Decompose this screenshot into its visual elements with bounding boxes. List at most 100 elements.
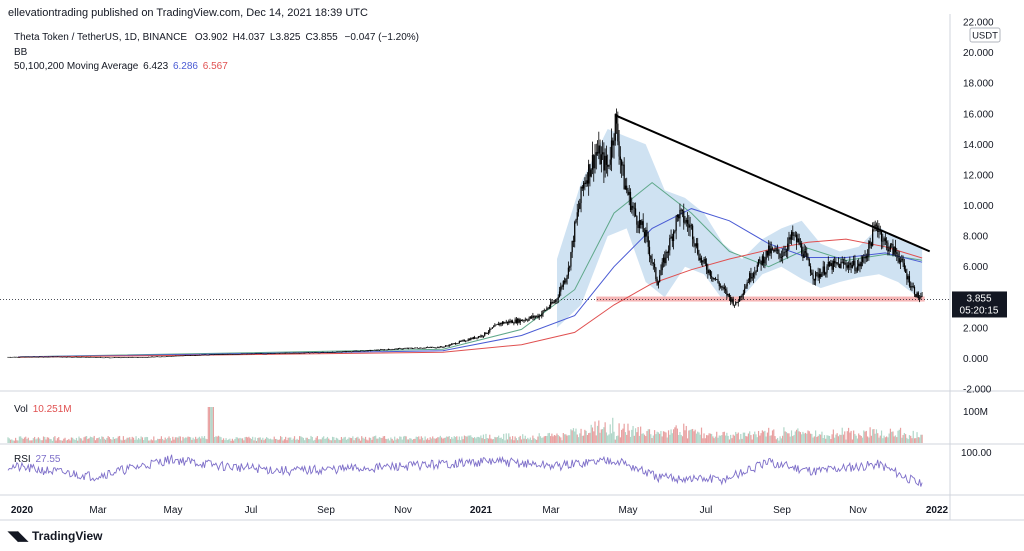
candle-body [594, 155, 596, 169]
volume-bar [586, 435, 588, 443]
volume-bar [291, 439, 293, 443]
candle-body [347, 351, 349, 352]
candle-body [137, 357, 140, 358]
candle-body [157, 356, 159, 358]
candle-body [293, 352, 296, 354]
candle-body [607, 164, 609, 167]
candle-body [113, 357, 116, 358]
volume-bar [253, 440, 255, 443]
volume-bar [721, 435, 723, 443]
legend-rsi-row[interactable]: RSI 27.55 [14, 454, 62, 465]
volume-bar [173, 439, 175, 443]
candle-body [825, 272, 827, 275]
publisher-line: ellevationtrading published on TradingVi… [8, 7, 368, 19]
volume-bar [822, 437, 824, 443]
candle-body [519, 319, 521, 323]
candle-body [50, 356, 52, 358]
volume-bar [875, 429, 878, 443]
volume-bar [79, 438, 81, 443]
y-tick-label: 6.000 [963, 262, 988, 273]
candle-body [416, 347, 419, 349]
legend-ma-row[interactable]: 50,100,200 Moving Average 6.423 6.286 6.… [14, 61, 230, 72]
candle-body [165, 356, 168, 357]
volume-bar [182, 436, 184, 443]
volume-bar [518, 437, 520, 443]
candle-body [427, 347, 429, 348]
volume-bar [335, 437, 337, 443]
candle-body [272, 353, 274, 355]
volume-bar [36, 438, 38, 443]
volume-bar [579, 433, 581, 443]
candle-body [604, 155, 606, 171]
candle-body [392, 349, 395, 350]
candle-body [169, 356, 171, 357]
candle-body [735, 302, 737, 305]
candle-body [716, 279, 718, 280]
candle-body [311, 352, 313, 354]
volume-bar [600, 429, 602, 443]
volume-bar [333, 437, 335, 443]
candle-body [108, 357, 111, 359]
candle-body [787, 243, 789, 251]
candle-body [449, 344, 452, 346]
candle-body [609, 159, 611, 165]
volume-bar [349, 437, 351, 443]
candle-body [127, 357, 130, 358]
volume-bar [44, 436, 46, 443]
candle-body [21, 356, 23, 358]
candle-body [562, 281, 564, 287]
volume-bar [473, 437, 476, 443]
candle-body [382, 349, 384, 351]
volume-bar [25, 436, 27, 443]
volume-bar [245, 436, 247, 443]
volume-bar [226, 440, 228, 443]
volume-bar [670, 429, 672, 443]
volume-bar [560, 437, 562, 443]
candle-body [541, 313, 543, 317]
candle-body [569, 266, 571, 268]
volume-bar [438, 437, 440, 443]
volume-bar [105, 439, 107, 443]
legend-ma200-value: 6.567 [202, 61, 228, 72]
candle-body [584, 182, 586, 185]
volume-bar [188, 436, 190, 443]
candle-body [387, 349, 389, 351]
volume-bar [731, 438, 733, 443]
candle-body [248, 353, 250, 355]
volume-bar [887, 437, 889, 443]
volume-bar [883, 435, 885, 443]
volume-bar [815, 430, 817, 443]
candle-body [189, 355, 192, 357]
x-tick-label: May [619, 505, 638, 516]
volume-bar [131, 436, 133, 443]
volume-bar [575, 428, 577, 443]
volume-bar [145, 436, 147, 443]
volume-bar [330, 440, 332, 443]
volume-bar [70, 437, 72, 443]
volume-bar [841, 427, 843, 443]
volume-bar [856, 438, 859, 443]
ma-line-ma100 [18, 208, 923, 358]
candle-body [49, 356, 51, 358]
volume-bar [320, 439, 322, 443]
candle-body [699, 257, 701, 261]
candle-body [626, 185, 628, 191]
volume-bar [347, 438, 349, 443]
candle-body [558, 291, 561, 297]
volume-bar [686, 438, 689, 443]
candle-body [54, 356, 56, 358]
candle-body [82, 356, 84, 358]
candle-body [339, 351, 341, 353]
candle-body [496, 323, 498, 325]
volume-bar [272, 439, 274, 443]
tradingview-logo[interactable]: ◥◣ TradingView [8, 528, 102, 544]
candle-body [759, 259, 761, 261]
candle-body [783, 251, 785, 256]
candle-body [22, 356, 24, 358]
candle-body [916, 292, 918, 297]
legend-vol-row[interactable]: Vol 10.251M [14, 404, 74, 415]
candle-body [230, 354, 232, 355]
candle-body [259, 353, 261, 355]
candle-body [132, 357, 135, 358]
legend-bb[interactable]: BB [14, 47, 28, 58]
